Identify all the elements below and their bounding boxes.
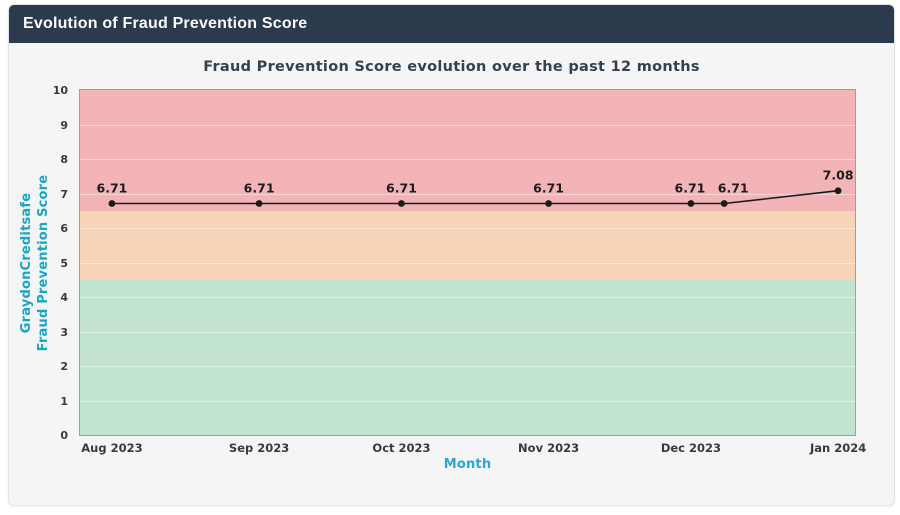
y-axis-title-line1: GraydonCreditsafe [19,192,34,334]
gridline-y-6 [80,228,855,229]
x-tick-label: Nov 2023 [518,441,580,455]
x-tick-label: Oct 2023 [372,441,431,455]
gridline-y-7 [80,193,855,195]
risk-band-low [80,279,855,435]
y-tick-label: 5 [60,256,68,270]
data-point[interactable] [398,200,405,207]
chart-title: Fraud Prevention Score evolution over th… [203,59,700,75]
data-point-label: 6.71 [675,181,706,196]
data-point-label: 6.71 [386,181,417,196]
data-point[interactable] [687,200,695,207]
y-tick-label: 6 [60,222,68,235]
data-point-label: 7.08 [823,168,854,183]
y-tick-label: 9 [60,118,68,132]
gridline-y-5 [80,262,855,264]
y-tick-label: 10 [52,84,68,97]
gridline-y-3 [80,331,855,333]
data-point[interactable] [108,200,116,207]
y-axis-title: GraydonCreditsafe Fraud Prevention Score [18,63,52,463]
y-axis-ticks: 0 1 2 3 4 5 6 7 8 9 10 [40,84,74,442]
series-layer: 6.71 6.71 6.71 6.71 6.71 6.71 7.08 [97,168,854,207]
gridline-y-4 [80,297,855,298]
risk-band-high [80,90,855,211]
x-axis-title: Month [443,457,492,472]
data-point-label: 6.71 [244,181,275,196]
x-tick-label: Sep 2023 [228,441,290,455]
gridline-y-1 [80,400,855,402]
gridline-y-2 [80,366,855,367]
y-tick-label: 8 [60,153,68,166]
x-axis-ticks: Aug 2023 Sep 2023 Oct 2023 Nov 2023 Dec 2023… [80,435,866,455]
y-tick-label: 7 [60,187,68,201]
y-tick-label: 3 [60,325,68,339]
y-axis-title-line2: Fraud Prevention Score [36,174,51,352]
gridline-y-8 [80,159,855,160]
plot-area: 6.71 6.71 6.71 6.71 6.71 6.71 7.08 0 1 2 3 4 5 6 7 8 9 1… [19,84,866,472]
data-point-label: 6.71 [97,181,128,196]
gridline-y-9 [80,124,855,126]
y-tick-label: 1 [60,394,68,408]
data-point-label: 6.71 [718,181,749,196]
y-tick-label: 0 [60,429,68,442]
data-point[interactable] [834,187,842,195]
card-header-title: Evolution of Fraud Prevention Score [23,15,308,32]
data-point-label: 6.71 [533,181,564,196]
card-header: Evolution of Fraud Prevention Score [9,5,894,43]
x-tick-label: Dec 2023 [660,441,722,455]
data-point[interactable] [545,200,552,207]
y-tick-label: 2 [60,360,68,373]
risk-band-medium [80,210,855,280]
score-card: Evolution of Fraud Prevention Score Frau… [8,4,895,506]
data-point[interactable] [255,200,263,207]
x-tick-label: Jan 2024 [809,441,867,455]
y-tick-label: 4 [60,291,68,304]
data-point[interactable] [720,200,728,207]
x-tick-label: Aug 2023 [81,441,143,455]
